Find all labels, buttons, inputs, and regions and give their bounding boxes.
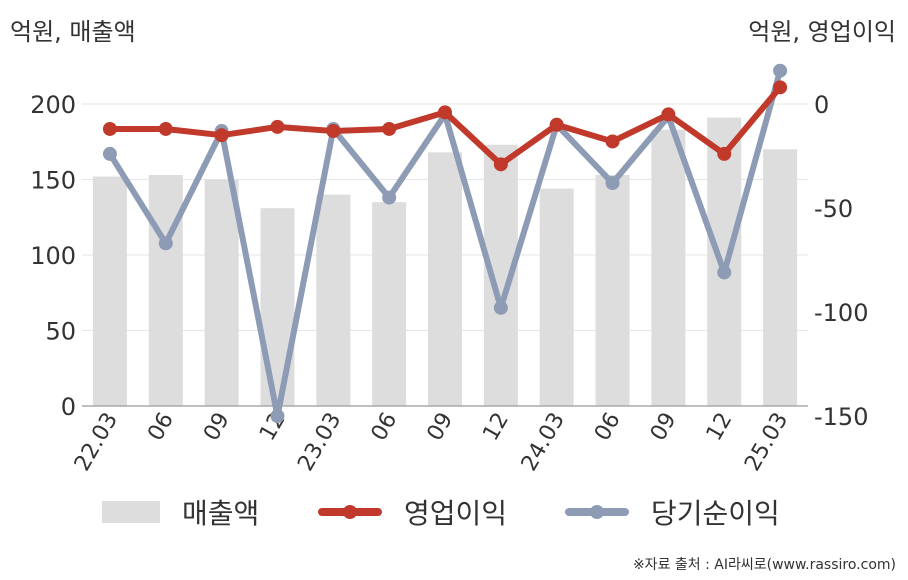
y-right-tick-label: -100: [814, 299, 868, 327]
point-operating-profit: [549, 117, 564, 132]
legend-item-operating-profit: 영업이익: [318, 492, 507, 532]
bar-revenue: [651, 129, 686, 407]
y-left-tick-label: 200: [30, 91, 76, 119]
bar-revenue: [204, 179, 239, 406]
x-tick-label: 06: [367, 409, 403, 446]
legend-swatch-operating-profit: [318, 501, 382, 523]
point-operating-profit: [326, 124, 341, 139]
y-left-tick-label: 100: [30, 242, 76, 270]
x-tick-label: 24.03: [517, 409, 570, 476]
point-operating-profit: [661, 107, 676, 122]
bar-revenue: [372, 202, 407, 406]
legend-swatch-revenue: [102, 501, 160, 523]
y-right-tick-label: -150: [814, 403, 868, 431]
bar-revenue: [595, 174, 630, 406]
x-tick-label: 23.03: [293, 409, 346, 476]
x-tick-label: 06: [590, 409, 626, 446]
point-operating-profit: [605, 134, 620, 149]
x-tick-label: 12: [478, 409, 514, 446]
point-operating-profit: [438, 105, 452, 120]
legend-item-revenue: 매출액: [102, 492, 259, 532]
bar-revenue: [539, 188, 574, 406]
point-net-profit: [493, 300, 508, 315]
x-tick-label: 09: [646, 409, 682, 446]
point-operating-profit: [214, 128, 229, 143]
point-net-profit: [102, 146, 117, 161]
bar-revenue: [763, 149, 798, 407]
point-operating-profit: [717, 146, 732, 161]
y-right-tick-label: -50: [814, 195, 853, 223]
point-net-profit: [158, 236, 173, 251]
point-net-profit: [605, 176, 620, 191]
x-tick-label: 06: [143, 409, 179, 446]
left-axis-unit: 억원, 매출액: [10, 18, 136, 46]
x-tick-label: 25.03: [740, 409, 793, 476]
y-right-tick-label: 0: [814, 91, 829, 119]
chart-legend: 매출액 영업이익 당기순이익: [0, 492, 908, 536]
x-tick-label: 09: [199, 409, 235, 446]
legend-swatch-net-profit: [565, 501, 629, 523]
point-operating-profit: [493, 157, 508, 172]
legend-item-net-profit: 당기순이익: [565, 492, 780, 532]
chart-plot: 0 50 100 150 200 0 -50 -100 -150 22.03 06 09 12 23.03…: [30, 63, 868, 476]
y-left-tick-label: 150: [30, 167, 76, 195]
legend-label-operating-profit: 영업이익: [404, 497, 508, 530]
bar-revenue: [92, 176, 127, 406]
legend-label-revenue: 매출액: [182, 497, 260, 530]
point-net-profit: [270, 409, 285, 423]
point-operating-profit: [382, 121, 397, 136]
point-net-profit: [717, 265, 732, 280]
bar-revenue: [148, 174, 183, 406]
point-net-profit: [773, 63, 788, 78]
bar-revenue: [260, 208, 295, 406]
x-tick-label: 09: [423, 409, 459, 446]
point-operating-profit: [773, 80, 788, 95]
x-tick-label: 12: [702, 409, 738, 446]
right-axis-unit: 억원, 영업이익: [748, 18, 896, 46]
source-credit: ※자료 출처 : AI라씨로(www.rassiro.com): [632, 557, 896, 573]
x-tick-label: 22.03: [70, 409, 123, 476]
y-left-tick-label: 50: [45, 318, 76, 346]
bar-revenue: [428, 152, 462, 406]
legend-label-net-profit: 당기순이익: [651, 497, 780, 530]
y-left-tick-label: 0: [61, 393, 76, 421]
point-net-profit: [382, 190, 397, 205]
bar-revenue: [316, 194, 351, 406]
point-operating-profit: [158, 121, 173, 136]
point-operating-profit: [270, 119, 285, 134]
point-operating-profit: [102, 121, 117, 136]
